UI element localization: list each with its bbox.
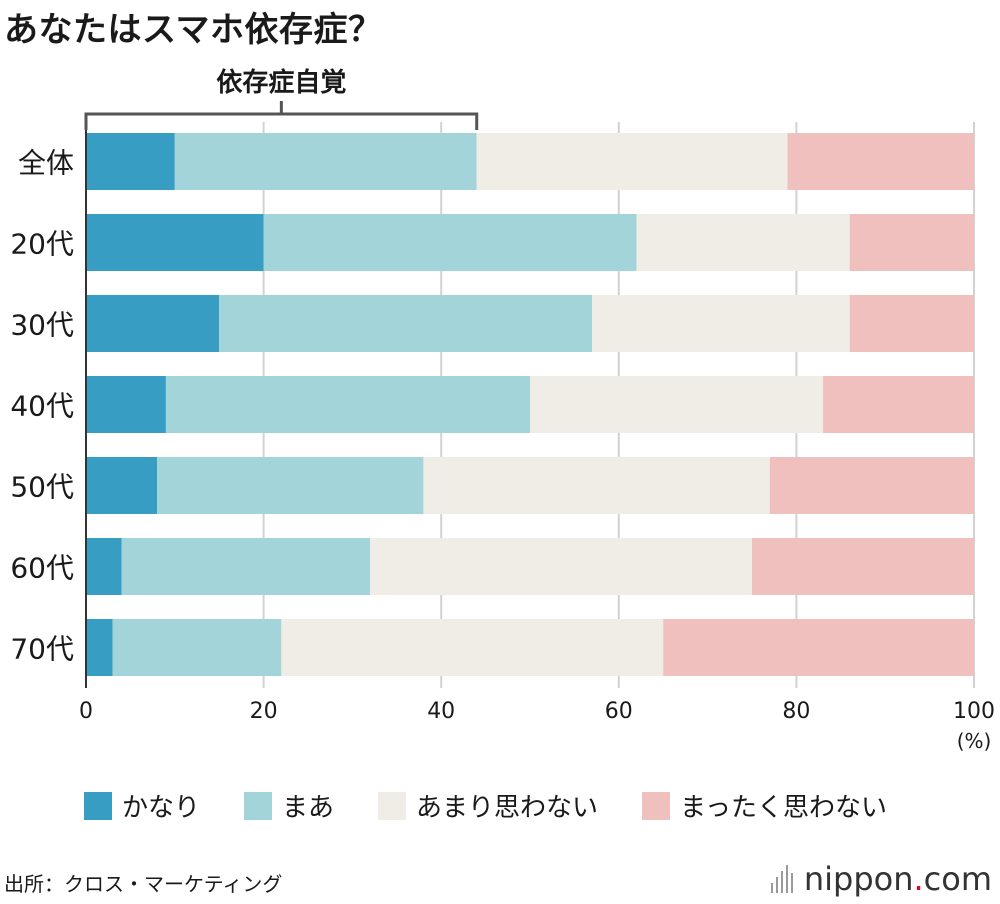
- logo-text: nippon: [803, 860, 914, 898]
- legend-swatch-maa: [244, 791, 273, 820]
- bar-1-2: [636, 214, 850, 271]
- legend: かなり まあ あまり思わない まったく思わない: [84, 787, 931, 824]
- bar-3-0: [86, 376, 166, 433]
- bar-5-1: [121, 538, 371, 595]
- category-label-2: 30代: [10, 309, 74, 342]
- category-label-6: 70代: [10, 633, 74, 666]
- bar-0-2: [476, 133, 788, 190]
- logo-bars-icon: [770, 865, 796, 893]
- category-label-5: 60代: [10, 552, 74, 585]
- bar-4-0: [86, 457, 158, 514]
- x-tick-label-0: 0: [79, 699, 93, 724]
- bar-1-1: [263, 214, 637, 271]
- legend-label-maa: まあ: [282, 793, 335, 823]
- logo-dot: .: [913, 860, 924, 898]
- legend-label-mattaku: まったく思わない: [680, 793, 888, 823]
- bar-2-2: [592, 295, 850, 352]
- stacked-bar-chart: 全体 20代 30代 40代 50代 60代 70代 0 20 40 60 80 100 (%) 依存症自覚: [10, 67, 995, 753]
- x-tick-label-100: 100: [953, 699, 995, 724]
- legend-swatch-amari: [378, 791, 407, 820]
- bar-2-1: [219, 295, 593, 352]
- annotation-bracket: [84, 101, 479, 130]
- category-label-0: 全体: [18, 147, 74, 180]
- bar-5-2: [370, 538, 752, 595]
- bar-4-2: [423, 457, 770, 514]
- bar-3-1: [165, 376, 531, 433]
- legend-item-amari: あまり思わない: [378, 787, 598, 824]
- logo-suffix: com: [923, 860, 992, 898]
- bar-2-3: [849, 295, 974, 352]
- bar-1-0: [86, 214, 264, 271]
- bar-3-2: [530, 376, 824, 433]
- bar-5-0: [86, 538, 122, 595]
- bar-1-3: [849, 214, 974, 271]
- category-label-1: 20代: [10, 228, 74, 261]
- annotation-label: 依存症自覚: [216, 67, 346, 98]
- x-tick-label-40: 40: [427, 699, 455, 724]
- x-axis-unit: (%): [957, 729, 992, 753]
- legend-label-amari: あまり思わない: [416, 793, 599, 823]
- bar-6-2: [281, 619, 664, 676]
- x-tick-label-20: 20: [250, 699, 278, 724]
- bar-6-1: [112, 619, 282, 676]
- legend-item-mattaku: まったく思わない: [642, 787, 887, 824]
- bar-4-3: [769, 457, 974, 514]
- legend-item-kanari: かなり: [84, 787, 200, 824]
- category-label-3: 40代: [10, 390, 74, 423]
- legend-swatch-kanari: [84, 791, 112, 820]
- legend-label-kanari: かなり: [122, 793, 201, 823]
- bar-5-3: [752, 538, 974, 595]
- category-label-4: 50代: [10, 471, 74, 504]
- bar-0-1: [174, 133, 477, 190]
- legend-item-maa: まあ: [244, 787, 334, 824]
- legend-swatch-mattaku: [642, 791, 671, 820]
- bar-6-3: [663, 619, 974, 676]
- bar-2-0: [86, 295, 220, 352]
- source-note: 出所：クロス・マーケティング: [4, 872, 283, 896]
- bar-3-3: [823, 376, 974, 433]
- x-tick-label-60: 60: [605, 699, 633, 724]
- x-tick-label-80: 80: [782, 699, 810, 724]
- bar-0-0: [86, 133, 175, 190]
- bar-4-1: [157, 457, 424, 514]
- bar-6-0: [86, 619, 113, 676]
- bar-0-3: [787, 133, 974, 190]
- nippon-com-logo: nippon. com: [770, 860, 992, 898]
- chart-title: あなたはスマホ依存症？: [4, 10, 383, 50]
